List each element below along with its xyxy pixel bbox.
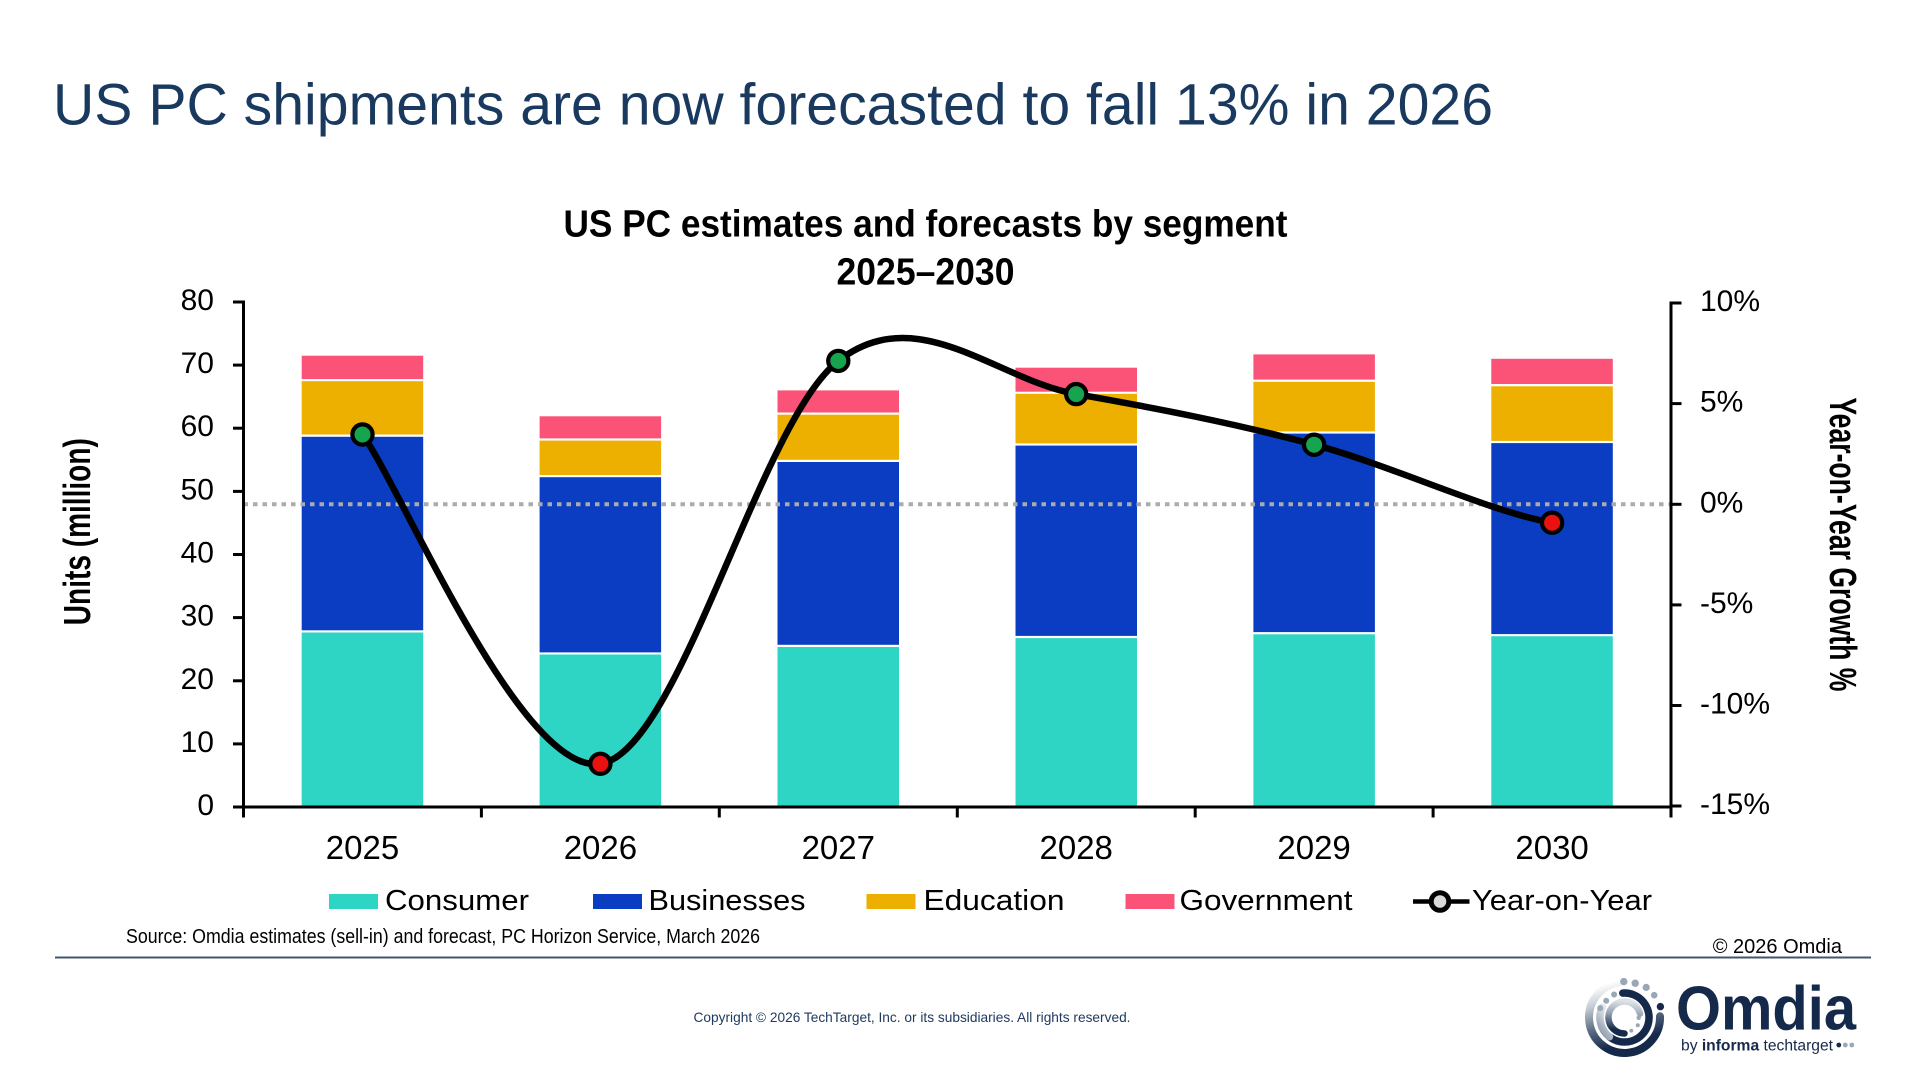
svg-text:Source: Omdia estimates (sell-: Source: Omdia estimates (sell-in) and fo… bbox=[126, 926, 760, 948]
svg-text:Units (million): Units (million) bbox=[57, 438, 99, 625]
svg-text:-10%: -10% bbox=[1700, 688, 1770, 721]
svg-text:70: 70 bbox=[181, 347, 214, 380]
svg-text:Businesses: Businesses bbox=[649, 885, 806, 917]
svg-text:40: 40 bbox=[181, 537, 214, 570]
svg-text:Year-on-Year: Year-on-Year bbox=[1472, 885, 1652, 917]
svg-text:US PC estimates and forecasts: US PC estimates and forecasts by segment bbox=[564, 204, 1288, 246]
svg-text:60: 60 bbox=[181, 410, 214, 443]
svg-text:Year-on-Year Growth %: Year-on-Year Growth % bbox=[1821, 397, 1863, 691]
svg-text:Omdia: Omdia bbox=[1676, 975, 1856, 1044]
svg-text:-15%: -15% bbox=[1700, 788, 1770, 821]
svg-text:2028: 2028 bbox=[1039, 829, 1112, 866]
svg-text:-5%: -5% bbox=[1700, 587, 1753, 620]
svg-text:2026: 2026 bbox=[564, 829, 637, 866]
svg-text:Education: Education bbox=[924, 885, 1065, 917]
svg-text:US PC shipments are now foreca: US PC shipments are now forecasted to fa… bbox=[53, 73, 1493, 138]
svg-text:5%: 5% bbox=[1700, 386, 1743, 419]
svg-text:10: 10 bbox=[181, 726, 214, 759]
svg-text:50: 50 bbox=[181, 473, 214, 506]
svg-text:0: 0 bbox=[197, 789, 214, 822]
svg-text:2025–2030: 2025–2030 bbox=[837, 251, 1015, 293]
svg-text:Copyright © 2026 TechTarget,: Copyright © 2026 TechTarget, Inc. or its… bbox=[694, 1009, 1131, 1025]
svg-text:by informa techtarget: by informa techtarget bbox=[1681, 1038, 1834, 1055]
svg-text:20: 20 bbox=[181, 663, 214, 696]
svg-text:80: 80 bbox=[181, 284, 214, 317]
svg-text:© 2026 Omdia: © 2026 Omdia bbox=[1713, 936, 1843, 958]
svg-text:2030: 2030 bbox=[1515, 829, 1588, 866]
svg-text:2029: 2029 bbox=[1277, 829, 1350, 866]
svg-text:Government: Government bbox=[1180, 885, 1353, 917]
svg-text:2027: 2027 bbox=[802, 829, 875, 866]
svg-text:Consumer: Consumer bbox=[385, 885, 529, 917]
svg-text:2025: 2025 bbox=[326, 829, 399, 866]
svg-text:0%: 0% bbox=[1700, 486, 1743, 519]
svg-text:30: 30 bbox=[181, 600, 214, 633]
svg-text:10%: 10% bbox=[1700, 285, 1760, 318]
